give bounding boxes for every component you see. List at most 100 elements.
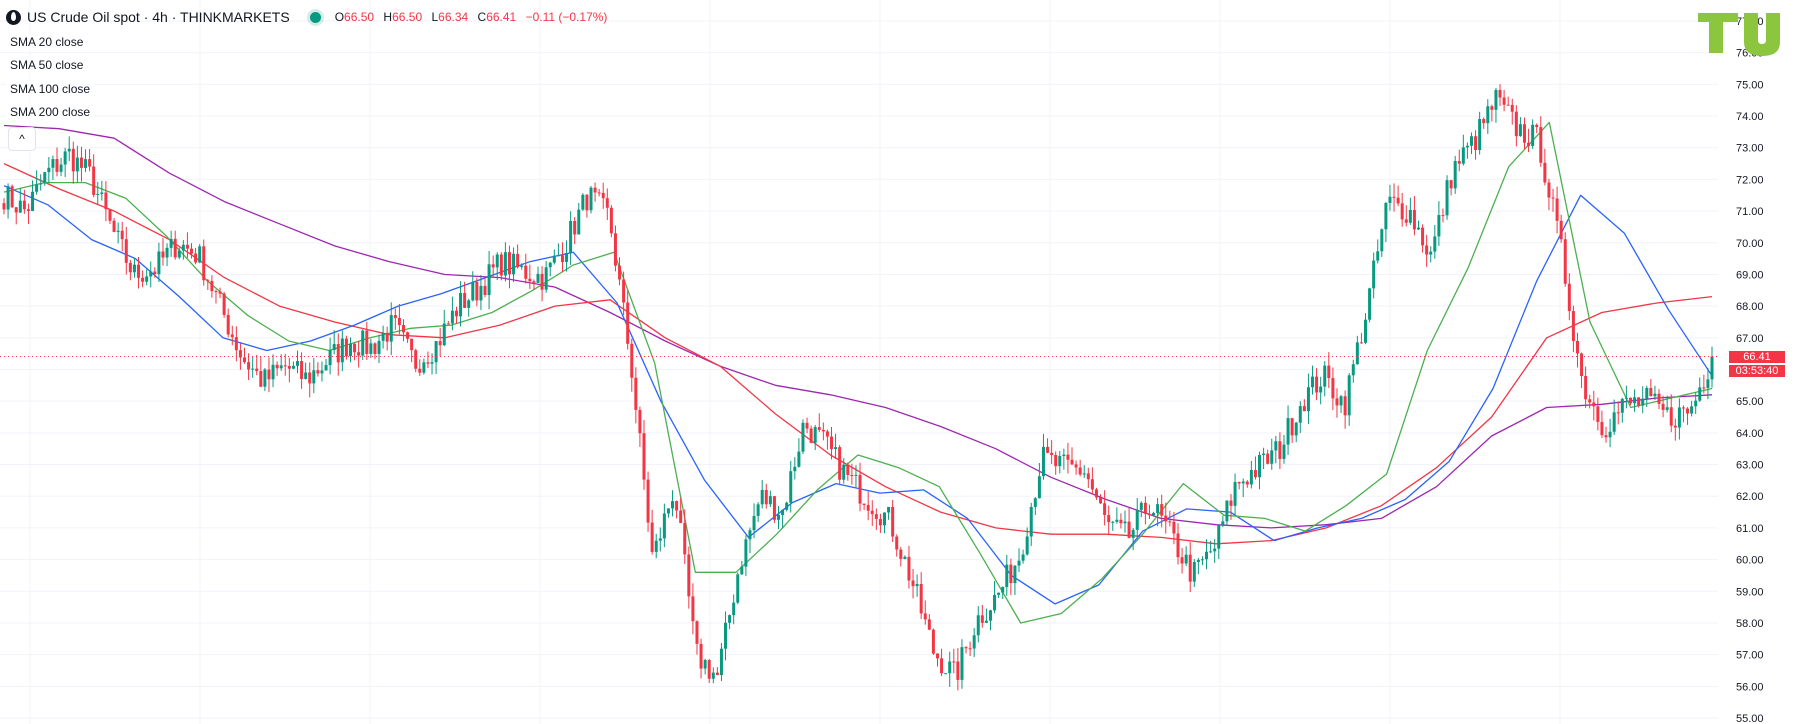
candle-body	[850, 474, 854, 476]
candle-body	[870, 510, 874, 515]
indicator-sma100[interactable]: SMA 100 close	[6, 81, 95, 97]
candle-body	[813, 427, 817, 443]
candle-body	[940, 658, 944, 674]
candle-body	[1156, 504, 1160, 513]
candle-body	[650, 522, 654, 552]
candle-body	[1131, 529, 1135, 538]
candle-body	[1343, 396, 1347, 416]
candle-body	[1628, 397, 1632, 404]
candle-body	[1522, 124, 1526, 143]
candle-body	[35, 184, 39, 192]
candle-body	[59, 164, 63, 172]
candle-body	[626, 302, 630, 344]
candle-body	[1359, 342, 1363, 344]
candle-body	[1580, 353, 1584, 377]
candle-body	[92, 166, 96, 195]
candle-body	[695, 621, 699, 644]
candle-body	[675, 501, 679, 511]
candle-body	[381, 332, 385, 341]
candle-body	[642, 433, 646, 480]
candle-body	[418, 368, 422, 373]
candle-body	[1408, 209, 1412, 223]
candle-body	[67, 148, 71, 152]
candle-body	[475, 281, 479, 301]
candle-body	[426, 362, 430, 364]
candle-body	[361, 330, 365, 356]
candle-body	[540, 273, 544, 290]
candle-body	[1490, 106, 1494, 110]
candle-body	[1176, 533, 1180, 558]
candle-body	[1690, 406, 1694, 414]
candle-body	[226, 314, 230, 335]
candle-body	[1653, 393, 1657, 397]
candle-body	[1706, 379, 1710, 388]
close-label: C	[477, 10, 487, 24]
candle-body	[214, 291, 218, 293]
candle-body	[838, 447, 842, 480]
candle-body	[185, 244, 189, 249]
candle-body	[1417, 227, 1421, 230]
candle-body	[454, 310, 458, 317]
oil-drop-icon	[6, 9, 21, 25]
candle-body	[613, 233, 617, 266]
candle-body	[532, 281, 536, 283]
candle-body	[1425, 245, 1429, 255]
candle-body	[1669, 407, 1673, 426]
candle-body	[797, 451, 801, 467]
candle-body	[948, 661, 952, 674]
candle-body	[748, 530, 752, 540]
candle-body	[552, 255, 556, 263]
candle-body	[271, 364, 275, 380]
candle-body	[157, 251, 161, 275]
candle-body	[279, 365, 283, 369]
candle-body	[772, 496, 776, 520]
candle-body	[862, 503, 866, 505]
candle-body	[703, 660, 707, 669]
candle-body	[1013, 565, 1017, 584]
candle-body	[993, 594, 997, 611]
candle-body	[1645, 387, 1649, 399]
y-tick-label: 55.00	[1736, 713, 1764, 724]
candle-body	[1241, 481, 1245, 484]
candle-body	[397, 317, 401, 325]
candle-body	[1253, 470, 1257, 478]
candle-body	[1180, 557, 1184, 564]
indicator-sma20[interactable]: SMA 20 close	[6, 34, 88, 50]
candle-body	[777, 515, 781, 520]
candle-body	[190, 248, 194, 254]
candle-body	[1514, 111, 1518, 137]
candle-body	[1335, 398, 1339, 406]
candle-body	[1449, 180, 1453, 189]
candle-body	[1543, 162, 1547, 183]
candle-body	[1535, 124, 1539, 128]
candle-body	[251, 368, 255, 370]
candle-body	[1143, 502, 1147, 514]
candle-body	[1355, 342, 1359, 365]
candle-body	[479, 285, 483, 301]
candle-body	[173, 238, 177, 258]
candle-body	[18, 200, 22, 213]
collapse-indicators-button[interactable]: ^	[8, 127, 36, 151]
candle-body	[1380, 229, 1384, 252]
indicator-sma50[interactable]: SMA 50 close	[6, 57, 88, 73]
candle-body	[1494, 89, 1498, 110]
candle-body	[1331, 378, 1335, 399]
indicator-sma200[interactable]: SMA 200 close	[6, 104, 95, 120]
sma200-line	[3, 124, 1713, 529]
candle-body	[1298, 406, 1302, 423]
symbol-title[interactable]: US Crude Oil spot · 4h · THINKMARKETS	[27, 9, 290, 25]
candle-body	[1657, 393, 1661, 404]
last-price-tag: 66.41	[1729, 351, 1785, 363]
candle-body	[1323, 365, 1327, 387]
candle-body	[1592, 402, 1596, 407]
candle-body	[1229, 500, 1233, 506]
candle-body	[512, 253, 516, 275]
candle-body	[1661, 403, 1665, 410]
candle-body	[830, 436, 834, 450]
candle-body	[882, 512, 886, 526]
candle-body	[1368, 288, 1372, 320]
candle-body	[1404, 219, 1408, 223]
candle-body	[414, 350, 418, 369]
candle-body	[1025, 536, 1029, 555]
